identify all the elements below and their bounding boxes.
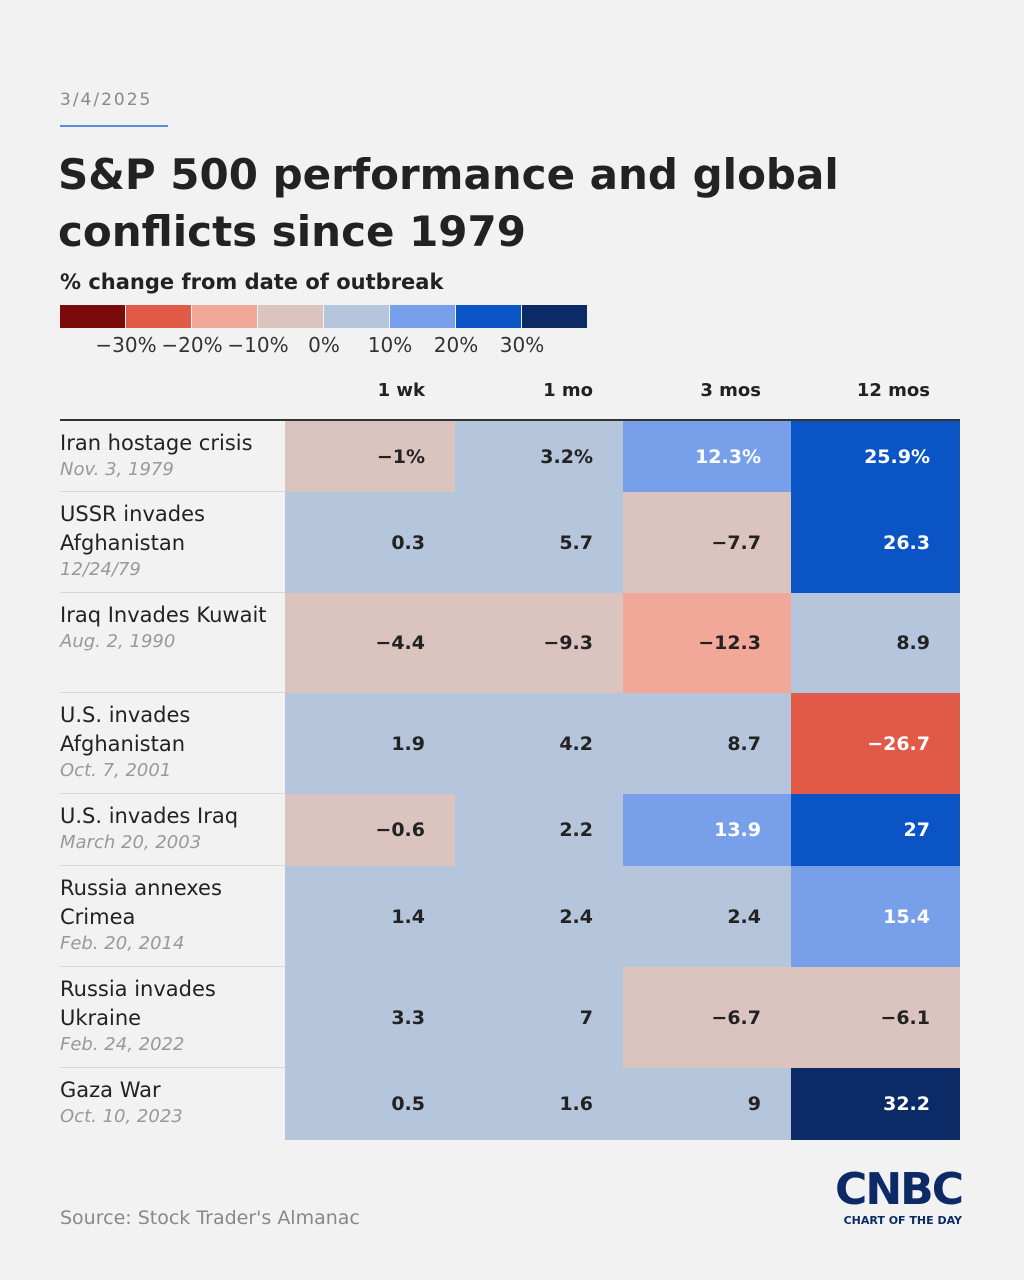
row-name: U.S. invades Iraq — [60, 804, 239, 828]
row-divider — [60, 966, 285, 967]
source: Source: Stock Trader's Almanac — [60, 1207, 360, 1229]
row-label: Gaza War Oct. 10, 2023 — [60, 1076, 280, 1129]
row-date: March 20, 2003 — [60, 832, 202, 853]
table-cell: 32.2 — [791, 1068, 960, 1140]
legend-label: 30% — [499, 333, 545, 357]
table-cell: 7 — [455, 967, 623, 1068]
table-cell: 1.4 — [285, 866, 455, 967]
table-cell: 8.7 — [623, 693, 791, 794]
table-cell: −6.1 — [791, 967, 960, 1068]
row-divider — [60, 793, 285, 794]
table-cell: 3.3 — [285, 967, 455, 1068]
column-header: 1 mo — [543, 380, 593, 401]
header-rule — [60, 419, 960, 421]
legend-swatch — [126, 305, 191, 328]
table-cell: 1.6 — [455, 1068, 623, 1140]
table-cell: −0.6 — [285, 794, 455, 866]
row-label: Iraq Invades Kuwait Aug. 2, 1990 — [60, 601, 280, 654]
row-label: Russia annexes Crimea Feb. 20, 2014 — [60, 874, 280, 956]
row-name: Russia invades Ukraine — [60, 977, 216, 1030]
brand-logo: CNBC — [835, 1164, 964, 1215]
table-cell: −4.4 — [285, 593, 455, 693]
table-cell: 0.5 — [285, 1068, 455, 1140]
table-cell: 12.3% — [623, 421, 791, 492]
legend-label: −10% — [227, 333, 289, 357]
table-cell: 13.9 — [623, 794, 791, 866]
row-date: 12/24/79 — [60, 559, 141, 580]
row-date: Feb. 20, 2014 — [60, 933, 185, 954]
subtitle: % change from date of outbreak — [60, 270, 444, 294]
brand-tagline: CHART OF THE DAY — [843, 1214, 962, 1227]
row-date: Aug. 2, 1990 — [60, 631, 176, 652]
date-rule — [60, 125, 168, 127]
table-cell: 26.3 — [791, 492, 960, 593]
row-name: USSR invades Afghanistan — [60, 502, 205, 555]
table-cell: −6.7 — [623, 967, 791, 1068]
table-cell: 2.2 — [455, 794, 623, 866]
row-name: U.S. invades Afghanistan — [60, 703, 191, 756]
table-cell: 1.9 — [285, 693, 455, 794]
legend-swatch — [390, 305, 455, 328]
legend-swatch — [60, 305, 125, 328]
row-date: Oct. 7, 2001 — [60, 760, 172, 781]
table-cell: 2.4 — [623, 866, 791, 967]
table-cell: 5.7 — [455, 492, 623, 593]
table-cell: 4.2 — [455, 693, 623, 794]
row-label: U.S. invades Iraq March 20, 2003 — [60, 802, 280, 855]
table-cell: 15.4 — [791, 866, 960, 967]
legend-swatch — [324, 305, 389, 328]
legend-label: 10% — [367, 333, 413, 357]
table-cell: 3.2% — [455, 421, 623, 492]
table-cell: 8.9 — [791, 593, 960, 693]
table-cell: −9.3 — [455, 593, 623, 693]
legend-swatch — [258, 305, 323, 328]
row-date: Oct. 10, 2023 — [60, 1106, 183, 1127]
date: 3/4/2025 — [60, 90, 153, 110]
legend-swatch — [192, 305, 257, 328]
legend-swatch — [522, 305, 587, 328]
table-cell: −12.3 — [623, 593, 791, 693]
column-header: 1 wk — [377, 380, 425, 401]
row-divider — [60, 865, 285, 866]
table-cell: 2.4 — [455, 866, 623, 967]
table-cell: −26.7 — [791, 693, 960, 794]
table-cell: −1% — [285, 421, 455, 492]
legend-swatch — [456, 305, 521, 328]
title: S&P 500 performance and global conflicts… — [58, 150, 839, 256]
table-cell: 25.9% — [791, 421, 960, 492]
row-name: Iraq Invades Kuwait — [60, 603, 267, 627]
row-divider — [60, 1067, 285, 1068]
row-label: U.S. invades Afghanistan Oct. 7, 2001 — [60, 701, 280, 783]
legend-label: 0% — [308, 333, 340, 357]
row-divider — [60, 692, 285, 693]
legend-label: 20% — [433, 333, 479, 357]
table-cell: 9 — [623, 1068, 791, 1140]
table-cell: 0.3 — [285, 492, 455, 593]
legend-label: −30% — [95, 333, 157, 357]
row-date: Feb. 24, 2022 — [60, 1034, 185, 1055]
column-header: 12 mos — [856, 380, 930, 401]
row-name: Iran hostage crisis — [60, 431, 253, 455]
row-name: Russia annexes Crimea — [60, 876, 222, 929]
row-label: USSR invades Afghanistan 12/24/79 — [60, 500, 280, 582]
legend-label: −20% — [161, 333, 223, 357]
row-date: Nov. 3, 1979 — [60, 459, 174, 480]
row-name: Gaza War — [60, 1078, 161, 1102]
table-cell: 27 — [791, 794, 960, 866]
row-label: Russia invades Ukraine Feb. 24, 2022 — [60, 975, 280, 1057]
column-header: 3 mos — [700, 380, 761, 401]
table-cell: −7.7 — [623, 492, 791, 593]
row-divider — [60, 491, 285, 492]
row-divider — [60, 592, 285, 593]
row-label: Iran hostage crisis Nov. 3, 1979 — [60, 429, 280, 482]
